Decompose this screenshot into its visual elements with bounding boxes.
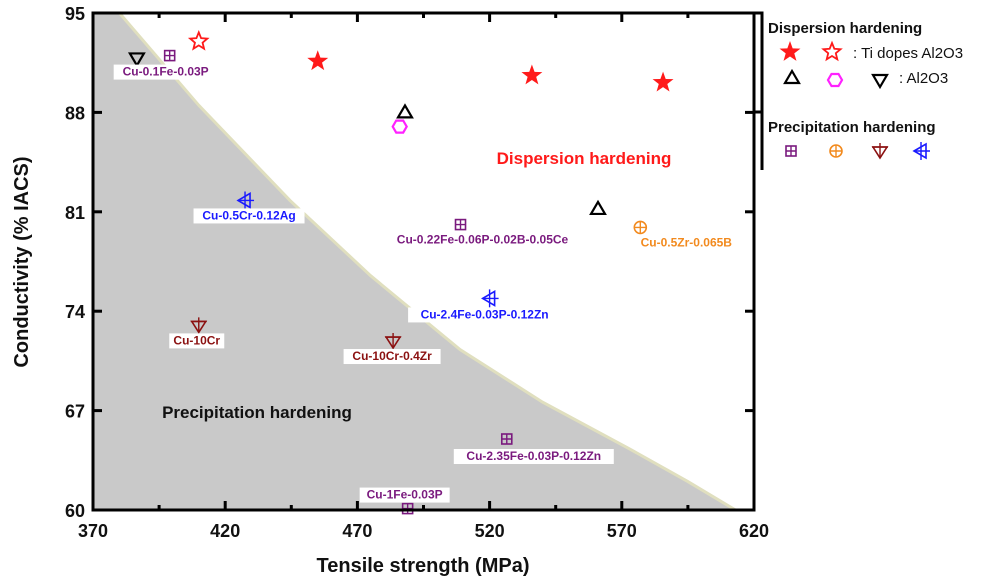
data-point-triangle-down-cross [384, 333, 402, 350]
data-label: Cu-0.5Cr-0.12Ag [202, 208, 295, 222]
data-label: Cu-2.35Fe-0.03P-0.12Zn [466, 449, 601, 463]
data-point-square-cross-part [501, 434, 512, 444]
data-point-star-filled [521, 64, 543, 85]
data-label: Cu-1Fe-0.03P [367, 488, 443, 502]
boundary-curve [118, 12, 737, 512]
data-label: Cu-2.4Fe-0.03P-0.12Zn [421, 307, 549, 321]
legend-symbol-star-filled-part [779, 41, 801, 61]
legend-bracket-lower [754, 110, 764, 170]
data-point-triangle-down-cross-part [190, 317, 207, 333]
axes: 370 420 470 520 570 620 60 67 74 81 88 95 [65, 4, 769, 541]
data-point-triangle-up [396, 103, 414, 119]
x-tick-label: 370 [78, 521, 108, 541]
data-point-circle-cross-part [634, 221, 647, 234]
data-label: Cu-0.22Fe-0.06P-0.02B-0.05Ce [397, 233, 569, 247]
data-label-bg [453, 449, 614, 464]
legend-label-al2o3: : Al2O3 [899, 70, 948, 87]
data-point-triangle-down-cross [190, 317, 208, 334]
y-tick-label: 88 [65, 103, 85, 123]
x-tick-label: 420 [210, 521, 240, 541]
data-point-triangle-up-part [589, 199, 607, 216]
x-axis-title: Tensile strength (MPa) [317, 555, 530, 577]
data-point-star-filled [652, 71, 674, 92]
x-tick-label: 520 [475, 521, 505, 541]
legend-title-dispersion: Dispersion hardening [768, 20, 922, 37]
legend-symbol-triangle-down-cross-part [872, 143, 888, 158]
data-point-hexagon [391, 119, 408, 134]
legend-symbol-star-open-part [821, 40, 843, 62]
y-axis-title: Conductivity (% IACS) [11, 156, 33, 367]
data-label-bg [381, 232, 584, 248]
legend-symbol-triangle-down-cross [871, 143, 889, 160]
legend-title-precipitation: Precipitation hardening [768, 119, 936, 136]
data-label-bg [359, 487, 450, 503]
data-point-square-cross [500, 433, 513, 445]
data-point-triangle-down-part [127, 52, 146, 68]
data-label-bg [193, 208, 305, 224]
y-tick-label: 67 [65, 402, 85, 422]
data-point-hexagon-part [391, 119, 408, 134]
data-point-square-cross-part [164, 50, 175, 61]
y-tick-label: 74 [65, 302, 85, 322]
data-label-bg [630, 235, 742, 251]
legend: Dispersion hardening : Ti dopes Al2O3 : … [754, 11, 963, 170]
x-tick-label: 570 [607, 521, 637, 541]
legend-symbol-square-cross-part [786, 146, 796, 156]
data-point-triangle-left-part [482, 289, 499, 308]
legend-symbol-triangle-up [783, 68, 801, 85]
data-point-triangle-down-cross-part [385, 333, 402, 349]
y-tick-label: 60 [65, 501, 85, 521]
data-point-star-filled [307, 50, 329, 71]
legend-symbol-circle-cross-part [830, 145, 842, 157]
data-label-bg [113, 64, 218, 80]
data-label-bg [343, 349, 441, 365]
legend-symbol-hexagon [826, 72, 844, 88]
data-point-triangle-down [127, 52, 146, 68]
data-label: Cu-10Cr-0.4Zr [352, 349, 432, 363]
region-label-precipitation: Precipitation hardening [162, 403, 352, 422]
region-label-dispersion: Dispersion hardening [497, 149, 672, 168]
data-label-bg [169, 333, 225, 349]
data-point-star-open-part [187, 30, 210, 51]
x-tick-label: 470 [342, 521, 372, 541]
legend-symbol-star-open [821, 40, 843, 62]
y-tick-label: 81 [65, 203, 85, 223]
data-label: Cu-0.5Zr-0.065B [641, 235, 733, 249]
data-point-star-filled-part [521, 64, 543, 85]
legend-symbol-hexagon-part [826, 72, 844, 88]
legend-label-ti-dopes: : Ti dopes Al2O3 [853, 45, 963, 62]
data-point-triangle-left [481, 289, 499, 308]
data-point-triangle-up [589, 199, 607, 216]
data-point-triangle-left-part [238, 191, 255, 210]
legend-symbol-triangle-down-part [871, 73, 889, 90]
data-label: Cu-0.1Fe-0.03P [123, 65, 209, 79]
legend-symbol-triangle-left [912, 142, 930, 160]
data-point-square-cross-part [455, 219, 466, 230]
data-point-star-filled-part [307, 50, 329, 71]
x-tick-label: 620 [739, 521, 769, 541]
data-point-triangle-up-part [396, 103, 414, 119]
y-tick-label: 95 [65, 4, 85, 24]
legend-symbol-triangle-down [871, 73, 889, 90]
legend-symbol-triangle-left-part [914, 142, 930, 160]
data-point-triangle-left [236, 191, 255, 210]
legend-symbol-circle-cross [829, 144, 843, 158]
plot-area: Cu-0.1Fe-0.03P Cu-0.5Cr-0.12Ag Cu-0.22Fe-0… [93, 12, 742, 515]
data-point-star-open [187, 30, 210, 51]
data-point-square-cross [454, 218, 467, 231]
data-point-square-cross [163, 49, 176, 62]
legend-symbol-star-filled [779, 41, 801, 61]
data-label: Cu-10Cr [173, 333, 220, 347]
data-point-circle-cross [633, 220, 648, 235]
legend-symbol-square-cross [785, 145, 797, 157]
precipitation-region [93, 13, 736, 510]
legend-symbol-triangle-up-part [783, 68, 801, 85]
data-point-star-filled-part [652, 71, 674, 92]
data-label-bg [408, 307, 562, 323]
